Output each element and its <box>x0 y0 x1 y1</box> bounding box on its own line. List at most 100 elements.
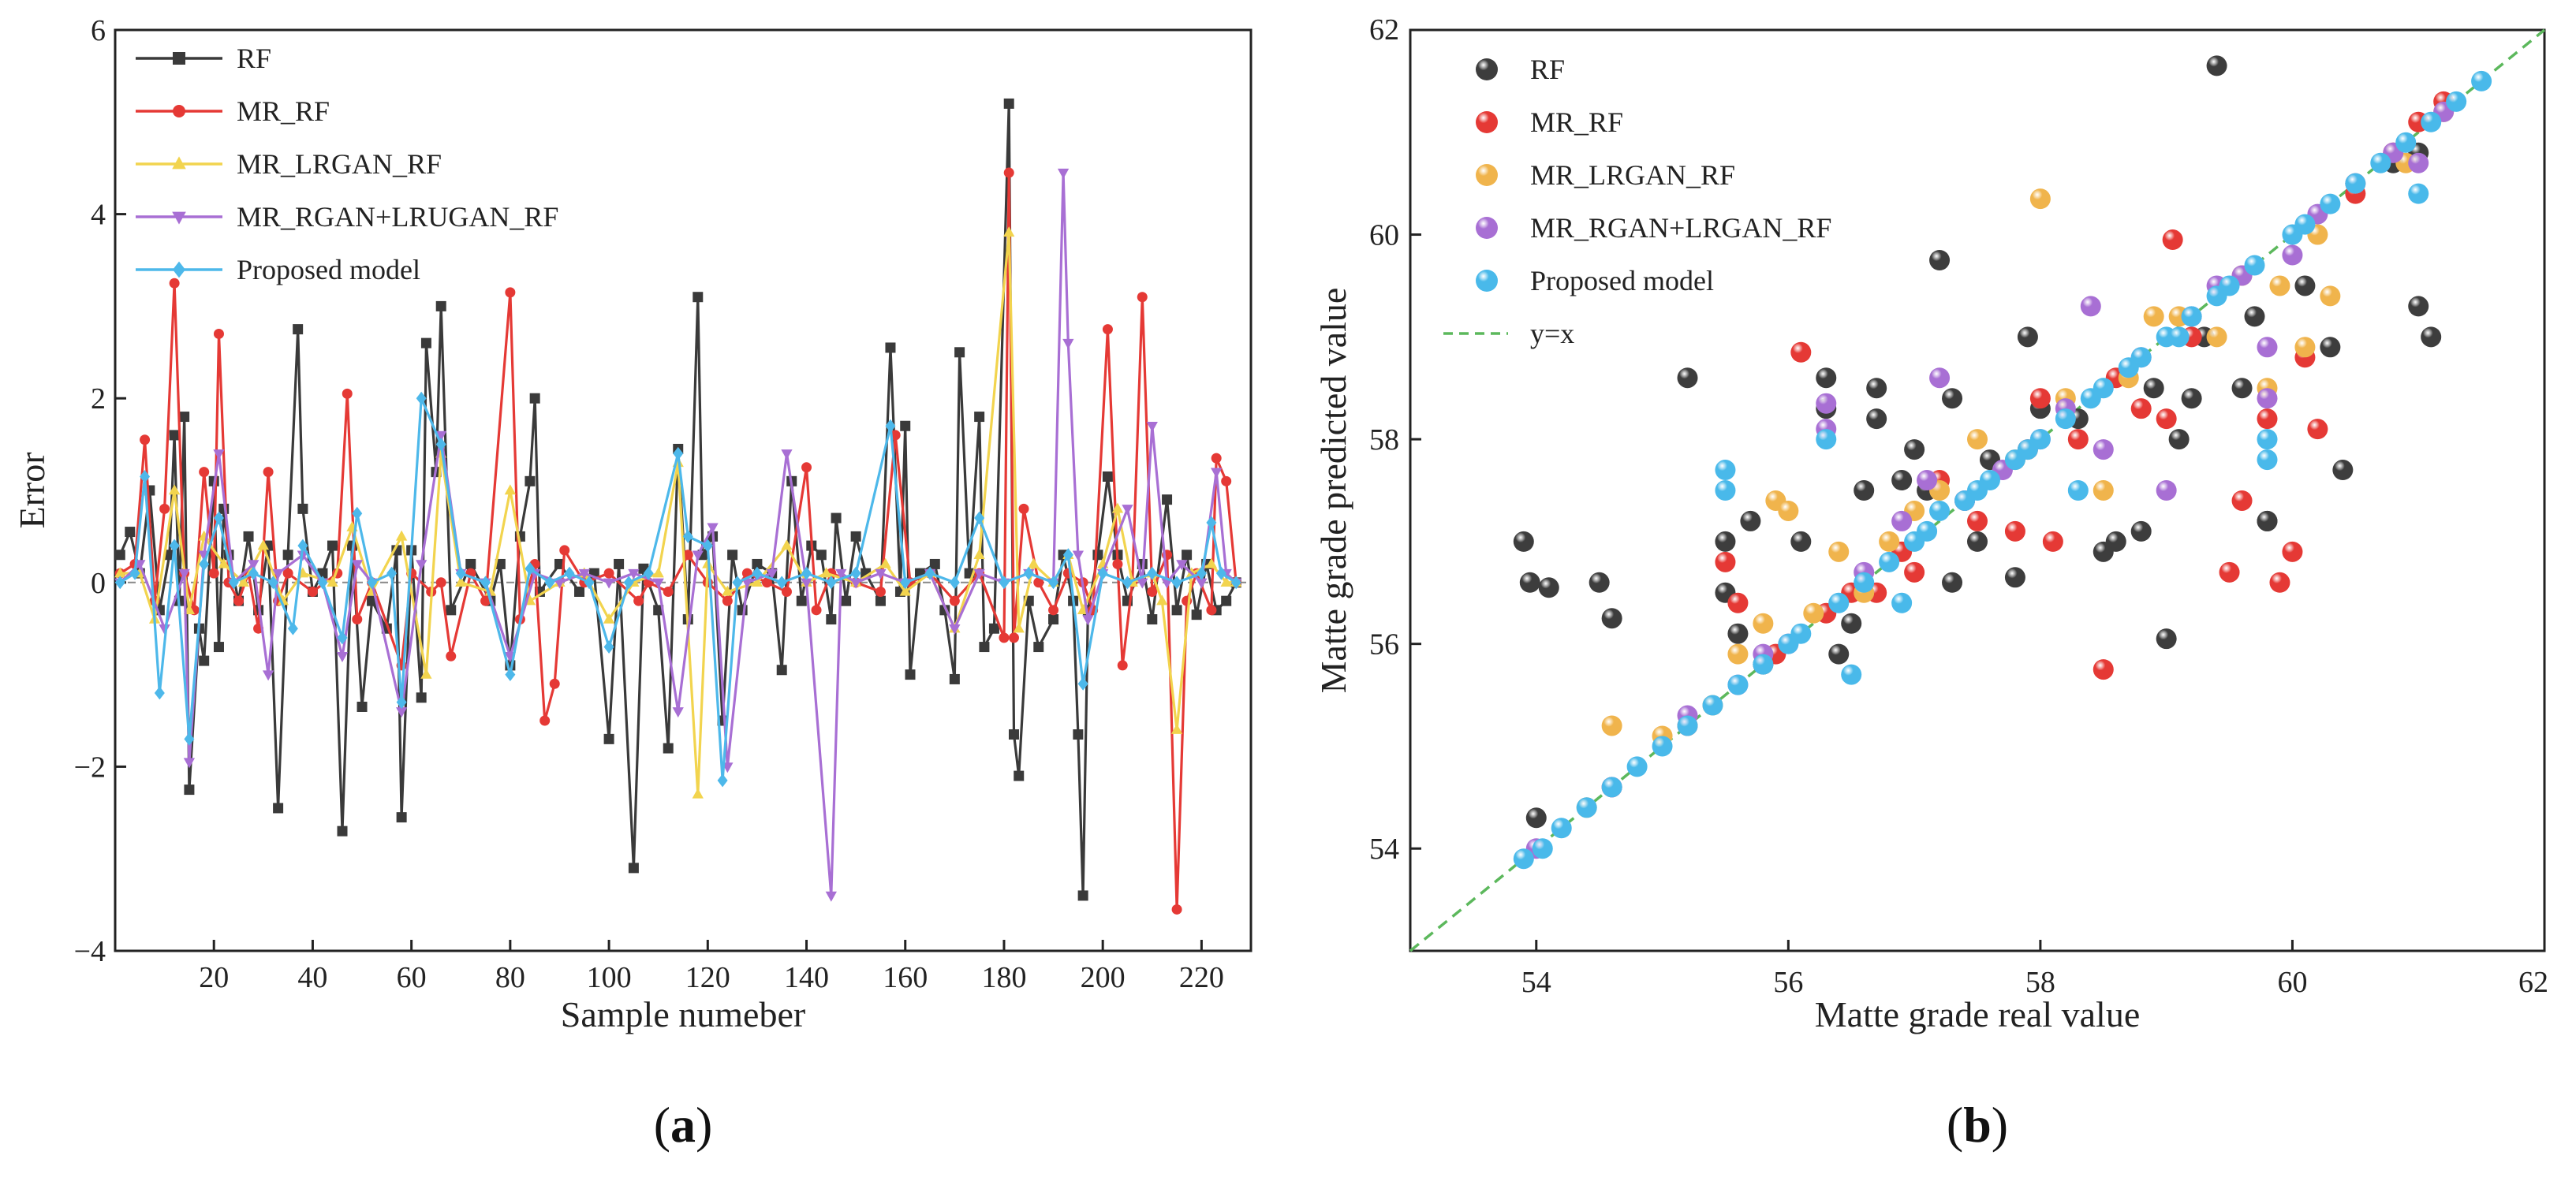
error-chart-frame <box>114 28 1253 952</box>
data-point <box>1778 500 1799 521</box>
data-point <box>826 576 837 590</box>
x-tick-label: 180 <box>981 961 1026 994</box>
data-point <box>228 576 239 590</box>
data-point <box>1191 609 1202 620</box>
data-point <box>875 595 886 606</box>
data-point <box>1102 324 1113 335</box>
data-point <box>1816 367 1837 389</box>
data-point <box>702 539 713 553</box>
data-point <box>336 652 349 663</box>
data-point <box>184 732 195 746</box>
data-point <box>988 623 999 634</box>
data-point <box>2294 214 2316 235</box>
data-point <box>465 558 476 569</box>
data-point <box>949 673 960 684</box>
data-point <box>564 566 575 580</box>
data-point <box>1147 614 1158 625</box>
data-point <box>1727 592 1749 613</box>
data-point <box>1715 551 1736 572</box>
data-point <box>1803 602 1824 624</box>
data-point <box>1162 494 1173 505</box>
data-point <box>954 347 965 358</box>
data-point <box>1891 510 1913 531</box>
data-point <box>2156 480 2177 501</box>
data-point <box>2257 408 2278 430</box>
data-point <box>446 605 457 616</box>
data-point <box>1097 566 1108 580</box>
data-point <box>900 576 911 590</box>
data-point <box>554 578 566 589</box>
data-point <box>549 678 560 689</box>
y-tick-label: 6 <box>91 14 106 47</box>
legend-swatch-marker <box>1476 111 1498 133</box>
data-point <box>1092 550 1103 561</box>
data-point <box>386 566 398 580</box>
data-point <box>1211 453 1222 464</box>
data-point <box>1967 531 1988 552</box>
data-point <box>2244 306 2265 327</box>
data-point <box>1816 393 1837 414</box>
y-tick-label: 0 <box>91 567 106 600</box>
data-point <box>2320 337 2341 358</box>
data-point <box>1062 338 1074 349</box>
data-point <box>2471 70 2492 91</box>
data-point <box>1929 367 1951 389</box>
data-point <box>1111 502 1124 513</box>
data-point <box>2370 152 2391 173</box>
data-point <box>337 825 348 837</box>
data-point <box>979 642 990 653</box>
data-point <box>628 863 639 874</box>
data-point <box>317 576 328 590</box>
data-point <box>1008 729 1019 740</box>
data-point <box>2269 275 2290 296</box>
data-point <box>2257 388 2278 409</box>
data-point <box>2395 132 2417 153</box>
data-point <box>233 595 245 606</box>
data-point <box>2181 388 2202 409</box>
data-point <box>140 470 151 483</box>
data-point <box>879 557 891 568</box>
data-point <box>297 503 308 514</box>
data-point <box>1727 643 1749 665</box>
data-point <box>2055 408 2076 430</box>
data-point <box>168 484 181 495</box>
legend-item: RF <box>1476 54 1565 85</box>
data-point <box>1532 838 1553 859</box>
data-point <box>2294 337 2316 358</box>
data-point <box>673 446 684 460</box>
data-point <box>114 576 125 590</box>
data-point <box>1702 695 1723 716</box>
data-point <box>849 578 862 589</box>
data-point <box>2029 388 2051 409</box>
data-point <box>2029 188 2051 210</box>
y-tick-label: 62 <box>1369 13 1399 47</box>
data-point <box>154 686 165 700</box>
data-point <box>435 300 446 311</box>
data-point <box>1942 388 1963 409</box>
data-point <box>1147 566 1158 580</box>
data-point <box>2257 449 2278 471</box>
data-point <box>140 434 151 445</box>
data-point <box>584 576 595 590</box>
data-point <box>1652 736 1673 757</box>
data-point <box>1122 505 1133 516</box>
data-point <box>2408 183 2429 204</box>
data-point <box>2093 378 2114 399</box>
data-point <box>816 550 827 561</box>
data-point <box>1014 770 1025 781</box>
data-point <box>603 613 615 624</box>
data-point <box>761 577 772 588</box>
data-point <box>2421 111 2442 132</box>
data-point <box>169 430 180 441</box>
data-point <box>2004 567 2025 588</box>
data-point <box>1601 715 1622 736</box>
data-point <box>1790 623 1812 644</box>
data-point <box>999 632 1010 643</box>
data-point <box>529 393 540 404</box>
data-point <box>505 668 516 682</box>
panel-label-b-letter: b <box>1963 1097 1992 1153</box>
data-point <box>751 576 763 587</box>
data-point <box>614 558 625 569</box>
data-point <box>1077 890 1088 901</box>
data-point <box>2067 429 2089 450</box>
